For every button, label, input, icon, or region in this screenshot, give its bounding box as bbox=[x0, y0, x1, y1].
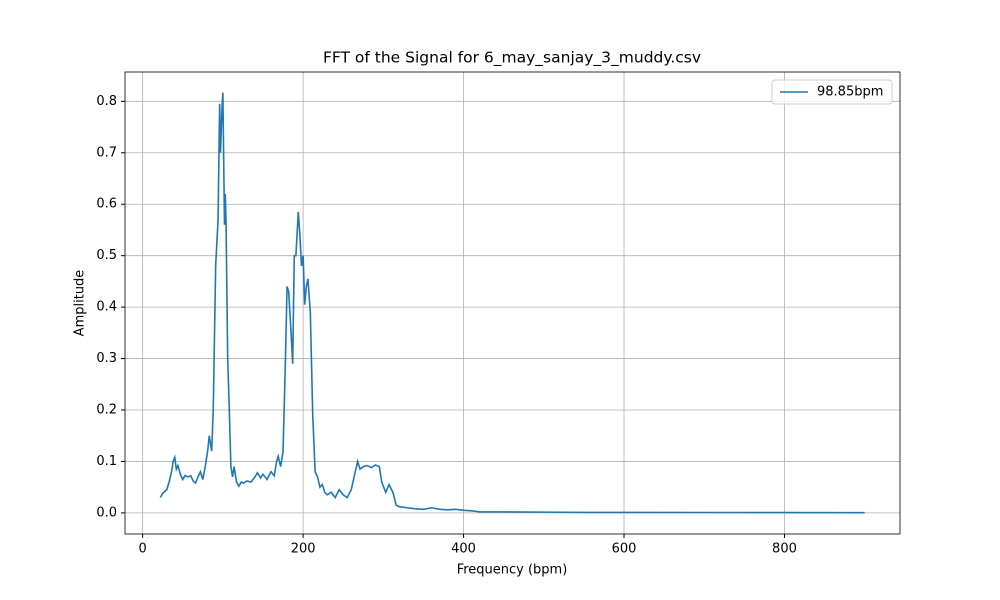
y-tick-label: 0.1 bbox=[96, 454, 117, 469]
x-tick-label: 0 bbox=[139, 542, 147, 557]
line-series bbox=[159, 92, 865, 514]
x-tick-label: 400 bbox=[451, 542, 476, 557]
y-tick-label: 0.7 bbox=[96, 145, 117, 160]
y-tick-label: 0.6 bbox=[96, 197, 117, 212]
plot-frame bbox=[124, 71, 901, 535]
y-tick-label: 0.0 bbox=[96, 505, 117, 520]
legend: 98.85bpm bbox=[771, 79, 893, 105]
x-tick-label: 200 bbox=[291, 542, 316, 557]
y-tick-label: 0.2 bbox=[96, 403, 117, 418]
y-tick-label: 0.5 bbox=[96, 248, 117, 263]
chart-title: FFT of the Signal for 6_may_sanjay_3_mud… bbox=[323, 49, 701, 68]
x-tick-label: 800 bbox=[772, 542, 797, 557]
legend-label: 98.85bpm bbox=[817, 85, 883, 100]
y-tick-label: 0.3 bbox=[96, 351, 117, 366]
y-tick-label: 0.8 bbox=[96, 94, 117, 109]
x-tick-label: 600 bbox=[612, 542, 637, 557]
x-axis-label: Frequency (bpm) bbox=[457, 563, 568, 578]
legend-box bbox=[771, 79, 893, 105]
y-axis-label: Amplitude bbox=[73, 270, 88, 337]
y-tick-label: 0.4 bbox=[96, 300, 117, 315]
